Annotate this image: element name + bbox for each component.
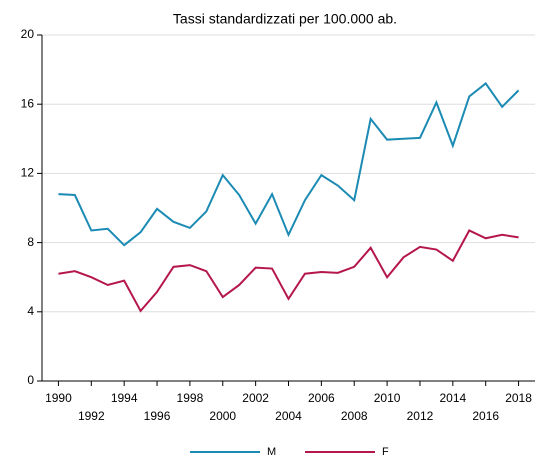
x-tick-label: 2002: [242, 391, 269, 405]
x-tick-label: 2016: [472, 409, 499, 423]
chart-title: Tassi standardizzati per 100.000 ab.: [173, 11, 397, 27]
x-tick-label: 2008: [341, 409, 368, 423]
y-tick-label: 8: [27, 235, 34, 249]
x-tick-label: 2018: [505, 391, 532, 405]
x-tick-label: 1994: [111, 391, 138, 405]
legend-label: M: [267, 446, 276, 458]
x-tick-label: 1990: [45, 391, 72, 405]
y-tick-label: 20: [21, 27, 35, 41]
x-tick-label: 2004: [275, 409, 302, 423]
line-series: [58, 229, 519, 313]
legend-label: F: [382, 446, 389, 458]
x-tick-label: 2014: [439, 391, 466, 405]
y-tick-label: 0: [27, 373, 34, 387]
x-tick-label: 1998: [177, 391, 204, 405]
x-tick-label: 1992: [78, 409, 105, 423]
x-tick-label: 2012: [407, 409, 434, 423]
y-tick-label: 4: [27, 304, 34, 318]
x-tick-label: 2000: [209, 409, 236, 423]
y-tick-label: 16: [21, 96, 35, 110]
x-tick-label: 2010: [374, 391, 401, 405]
x-tick-label: 1996: [144, 409, 171, 423]
line-series: [58, 82, 520, 247]
y-tick-label: 12: [21, 166, 35, 180]
x-tick-label: 2006: [308, 391, 335, 405]
